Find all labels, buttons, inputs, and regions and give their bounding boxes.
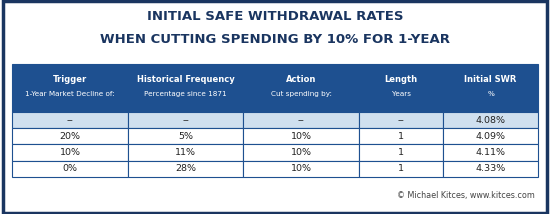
Text: 10%: 10%: [291, 164, 312, 173]
Text: --: --: [398, 116, 405, 125]
Text: 10%: 10%: [291, 148, 312, 157]
Text: 4.09%: 4.09%: [476, 132, 505, 141]
Text: 1: 1: [398, 132, 404, 141]
Text: INITIAL SAFE WITHDRAWAL RATES: INITIAL SAFE WITHDRAWAL RATES: [147, 10, 403, 23]
Text: 10%: 10%: [291, 132, 312, 141]
Text: --: --: [182, 116, 189, 125]
Text: Cut spending by:: Cut spending by:: [271, 91, 332, 97]
Text: --: --: [298, 116, 305, 125]
Text: 1: 1: [398, 148, 404, 157]
Text: 4.08%: 4.08%: [476, 116, 505, 125]
Text: Length: Length: [384, 75, 418, 84]
Text: Years: Years: [392, 91, 411, 97]
Text: 1-Year Market Decline of:: 1-Year Market Decline of:: [25, 91, 115, 97]
Text: 5%: 5%: [178, 132, 193, 141]
Text: 4.11%: 4.11%: [476, 148, 505, 157]
Text: © Michael Kitces, www.kitces.com: © Michael Kitces, www.kitces.com: [397, 191, 535, 200]
Text: 0%: 0%: [63, 164, 78, 173]
Text: 28%: 28%: [175, 164, 196, 173]
Text: WHEN CUTTING SPENDING BY 10% FOR 1-YEAR: WHEN CUTTING SPENDING BY 10% FOR 1-YEAR: [100, 33, 450, 46]
Text: Trigger: Trigger: [53, 75, 87, 84]
Text: 20%: 20%: [59, 132, 80, 141]
Text: 10%: 10%: [59, 148, 80, 157]
Text: Historical Frequency: Historical Frequency: [137, 75, 234, 84]
Text: Percentage since 1871: Percentage since 1871: [144, 91, 227, 97]
Text: 1: 1: [398, 164, 404, 173]
Text: --: --: [67, 116, 73, 125]
Text: Initial SWR: Initial SWR: [464, 75, 517, 84]
Text: %: %: [487, 91, 494, 97]
Text: 11%: 11%: [175, 148, 196, 157]
Text: 4.33%: 4.33%: [475, 164, 505, 173]
Text: Action: Action: [286, 75, 316, 84]
